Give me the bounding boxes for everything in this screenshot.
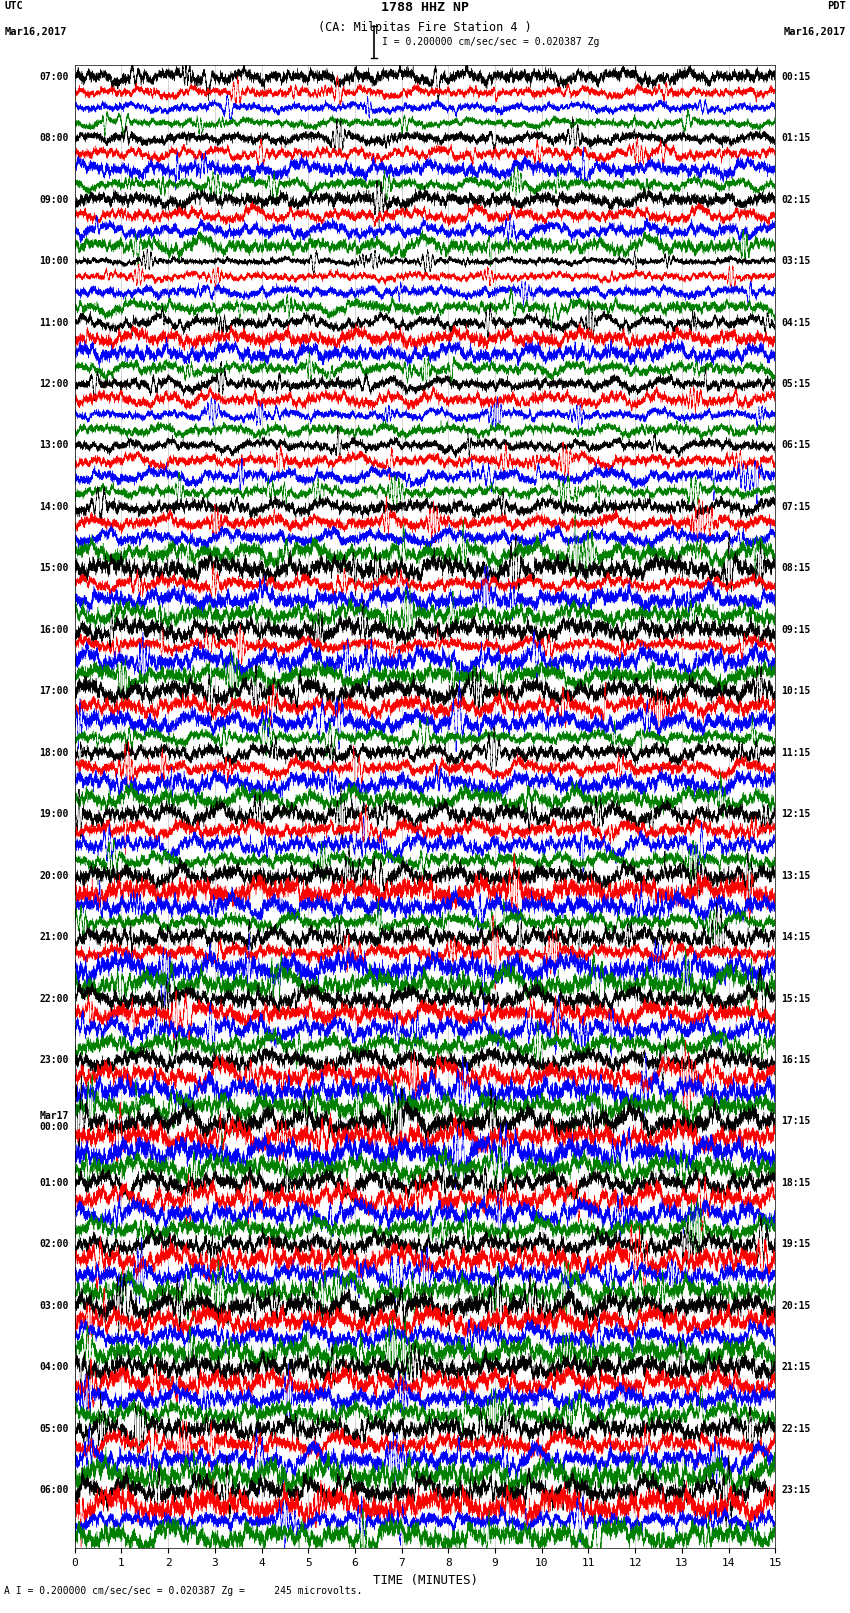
Text: 09:15: 09:15 [781,624,811,636]
Text: 04:00: 04:00 [39,1363,69,1373]
Text: 16:15: 16:15 [781,1055,811,1065]
Text: 02:15: 02:15 [781,195,811,205]
Text: 17:15: 17:15 [781,1116,811,1126]
Text: 19:00: 19:00 [39,810,69,819]
Text: 13:15: 13:15 [781,871,811,881]
Text: (CA: Milpitas Fire Station 4 ): (CA: Milpitas Fire Station 4 ) [318,21,532,34]
Text: 03:00: 03:00 [39,1300,69,1311]
Text: 20:00: 20:00 [39,871,69,881]
Text: 11:15: 11:15 [781,748,811,758]
Text: 04:15: 04:15 [781,318,811,327]
Text: 11:00: 11:00 [39,318,69,327]
Text: 18:15: 18:15 [781,1177,811,1187]
Text: 15:00: 15:00 [39,563,69,573]
Text: 06:15: 06:15 [781,440,811,450]
Text: 16:00: 16:00 [39,624,69,636]
Text: 22:15: 22:15 [781,1424,811,1434]
Text: 18:00: 18:00 [39,748,69,758]
Text: 12:00: 12:00 [39,379,69,389]
Text: 21:15: 21:15 [781,1363,811,1373]
Text: Mar17
00:00: Mar17 00:00 [39,1111,69,1132]
Text: 06:00: 06:00 [39,1486,69,1495]
Text: Mar16,2017: Mar16,2017 [783,27,846,37]
Text: 01:00: 01:00 [39,1177,69,1187]
Text: 23:00: 23:00 [39,1055,69,1065]
Text: 20:15: 20:15 [781,1300,811,1311]
X-axis label: TIME (MINUTES): TIME (MINUTES) [372,1574,478,1587]
Text: I = 0.200000 cm/sec/sec = 0.020387 Zg: I = 0.200000 cm/sec/sec = 0.020387 Zg [382,37,600,47]
Text: PDT: PDT [827,2,846,11]
Text: 09:00: 09:00 [39,195,69,205]
Text: 08:15: 08:15 [781,563,811,573]
Text: 21:00: 21:00 [39,932,69,942]
Text: 07:00: 07:00 [39,73,69,82]
Text: A I = 0.200000 cm/sec/sec = 0.020387 Zg =     245 microvolts.: A I = 0.200000 cm/sec/sec = 0.020387 Zg … [4,1586,363,1595]
Text: 17:00: 17:00 [39,686,69,697]
Text: 08:00: 08:00 [39,134,69,144]
Text: 10:15: 10:15 [781,686,811,697]
Text: 23:15: 23:15 [781,1486,811,1495]
Text: 13:00: 13:00 [39,440,69,450]
Text: 14:00: 14:00 [39,502,69,511]
Text: 05:15: 05:15 [781,379,811,389]
Text: 19:15: 19:15 [781,1239,811,1250]
Text: 12:15: 12:15 [781,810,811,819]
Text: 03:15: 03:15 [781,256,811,266]
Text: 22:00: 22:00 [39,994,69,1003]
Text: 14:15: 14:15 [781,932,811,942]
Text: 15:15: 15:15 [781,994,811,1003]
Text: 01:15: 01:15 [781,134,811,144]
Text: 02:00: 02:00 [39,1239,69,1250]
Text: 1788 HHZ NP: 1788 HHZ NP [381,2,469,15]
Text: 00:15: 00:15 [781,73,811,82]
Text: 10:00: 10:00 [39,256,69,266]
Text: Mar16,2017: Mar16,2017 [4,27,67,37]
Text: 05:00: 05:00 [39,1424,69,1434]
Text: 07:15: 07:15 [781,502,811,511]
Text: UTC: UTC [4,2,23,11]
